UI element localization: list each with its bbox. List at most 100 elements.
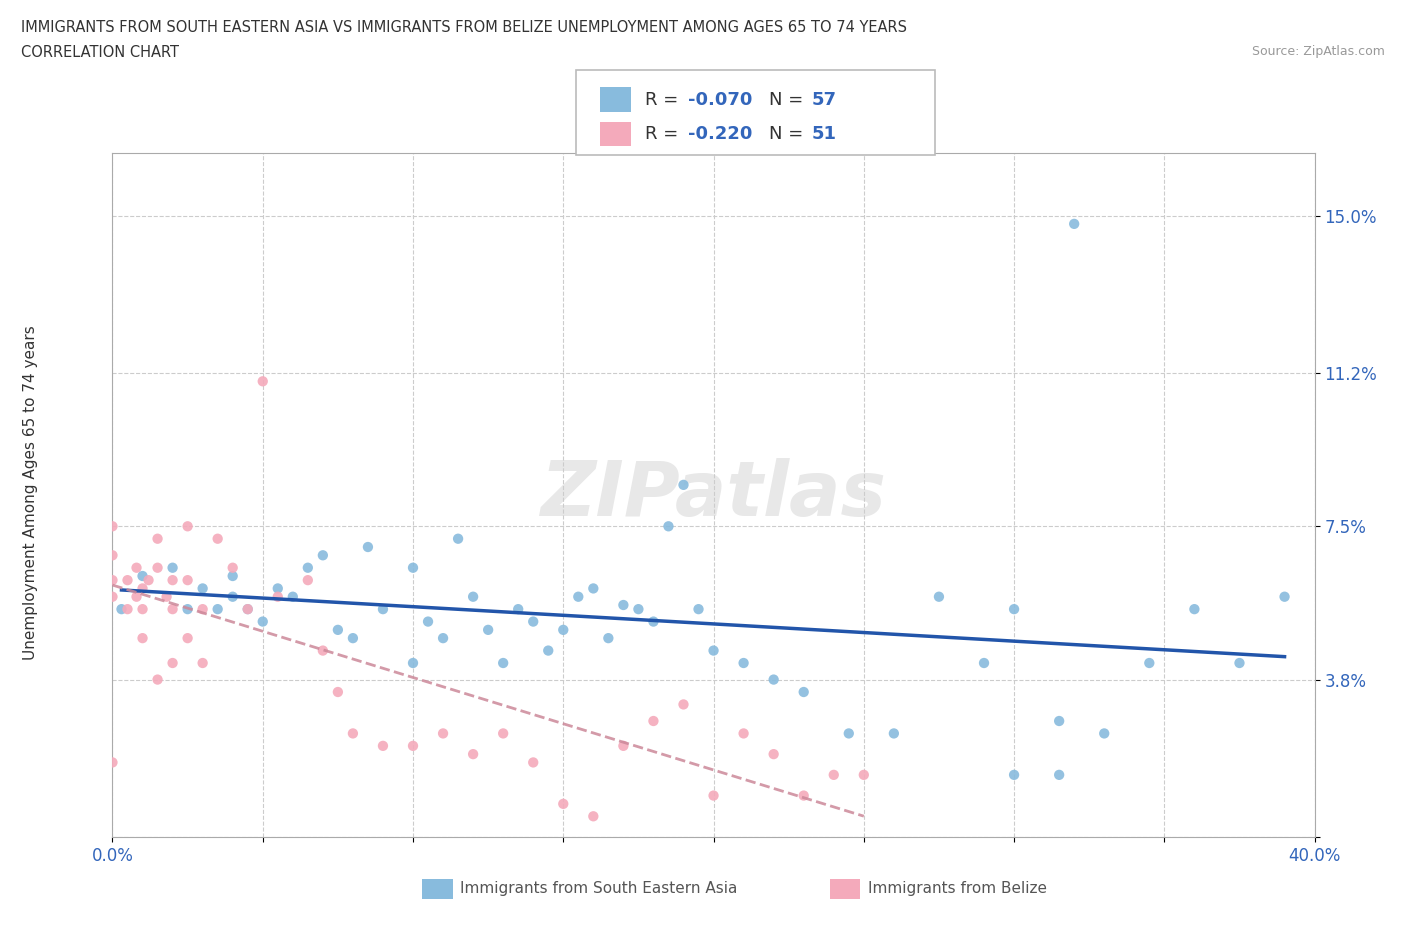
Point <box>252 374 274 389</box>
Point <box>155 590 177 604</box>
Point <box>793 788 815 803</box>
Point <box>191 602 214 617</box>
Point <box>191 581 214 596</box>
Point <box>312 644 335 658</box>
Point <box>612 738 634 753</box>
Point <box>326 622 349 637</box>
Point <box>838 726 860 741</box>
Point <box>176 573 198 588</box>
Point <box>598 631 620 645</box>
Point <box>162 573 184 588</box>
Point <box>1047 767 1070 782</box>
Point <box>236 602 259 617</box>
Point <box>146 531 169 546</box>
Point <box>297 573 319 588</box>
Point <box>793 684 815 699</box>
Point <box>1274 590 1296 604</box>
Text: R =: R = <box>645 125 685 143</box>
Point <box>883 726 905 741</box>
Point <box>553 622 575 637</box>
Point <box>267 590 290 604</box>
Point <box>553 796 575 811</box>
Point <box>492 656 515 671</box>
Point <box>402 656 425 671</box>
Text: Source: ZipAtlas.com: Source: ZipAtlas.com <box>1251 45 1385 58</box>
Point <box>207 531 229 546</box>
Text: Immigrants from Belize: Immigrants from Belize <box>868 881 1046 896</box>
Point <box>236 602 259 617</box>
Point <box>702 644 725 658</box>
Point <box>928 590 950 604</box>
Point <box>101 548 124 563</box>
Point <box>657 519 679 534</box>
Point <box>1002 602 1025 617</box>
Point <box>627 602 650 617</box>
Point <box>1063 217 1085 232</box>
Point <box>176 519 198 534</box>
Point <box>146 560 169 575</box>
Text: 51: 51 <box>811 125 837 143</box>
Point <box>1229 656 1251 671</box>
Point <box>267 581 290 596</box>
Point <box>402 560 425 575</box>
Text: -0.070: -0.070 <box>688 90 752 109</box>
Point <box>852 767 875 782</box>
Point <box>176 602 198 617</box>
Point <box>702 788 725 803</box>
Point <box>672 477 695 492</box>
Text: CORRELATION CHART: CORRELATION CHART <box>21 45 179 60</box>
Point <box>101 519 124 534</box>
Point <box>101 590 124 604</box>
Point <box>125 560 148 575</box>
Text: -0.220: -0.220 <box>688 125 752 143</box>
Point <box>416 614 439 629</box>
Point <box>461 590 484 604</box>
Text: Unemployment Among Ages 65 to 74 years: Unemployment Among Ages 65 to 74 years <box>24 326 38 660</box>
Point <box>567 590 589 604</box>
Point <box>402 738 425 753</box>
Point <box>117 573 139 588</box>
Point <box>643 614 665 629</box>
Point <box>672 697 695 711</box>
Point <box>146 672 169 687</box>
Point <box>1047 713 1070 728</box>
Point <box>733 726 755 741</box>
Point <box>508 602 530 617</box>
Point <box>733 656 755 671</box>
Point <box>162 656 184 671</box>
Point <box>297 560 319 575</box>
Point <box>326 684 349 699</box>
Point <box>191 656 214 671</box>
Point <box>371 738 394 753</box>
Point <box>582 809 605 824</box>
Point <box>688 602 710 617</box>
Point <box>537 644 560 658</box>
Text: IMMIGRANTS FROM SOUTH EASTERN ASIA VS IMMIGRANTS FROM BELIZE UNEMPLOYMENT AMONG : IMMIGRANTS FROM SOUTH EASTERN ASIA VS IM… <box>21 20 907 35</box>
Point <box>281 590 304 604</box>
Point <box>492 726 515 741</box>
Point <box>522 755 544 770</box>
Point <box>162 602 184 617</box>
Point <box>125 590 148 604</box>
Point <box>162 560 184 575</box>
Point <box>131 581 153 596</box>
Point <box>342 726 364 741</box>
Point <box>131 631 153 645</box>
Point <box>371 602 394 617</box>
Point <box>110 602 132 617</box>
Text: N =: N = <box>769 125 808 143</box>
Point <box>222 568 245 583</box>
Point <box>973 656 995 671</box>
Point <box>582 581 605 596</box>
Point <box>1002 767 1025 782</box>
Text: 57: 57 <box>811 90 837 109</box>
Text: ZIPatlas: ZIPatlas <box>540 458 887 532</box>
Text: Immigrants from South Eastern Asia: Immigrants from South Eastern Asia <box>460 881 737 896</box>
Point <box>312 548 335 563</box>
Point <box>762 747 785 762</box>
Point <box>101 755 124 770</box>
Point <box>1184 602 1206 617</box>
Point <box>461 747 484 762</box>
Point <box>252 614 274 629</box>
Text: N =: N = <box>769 90 808 109</box>
